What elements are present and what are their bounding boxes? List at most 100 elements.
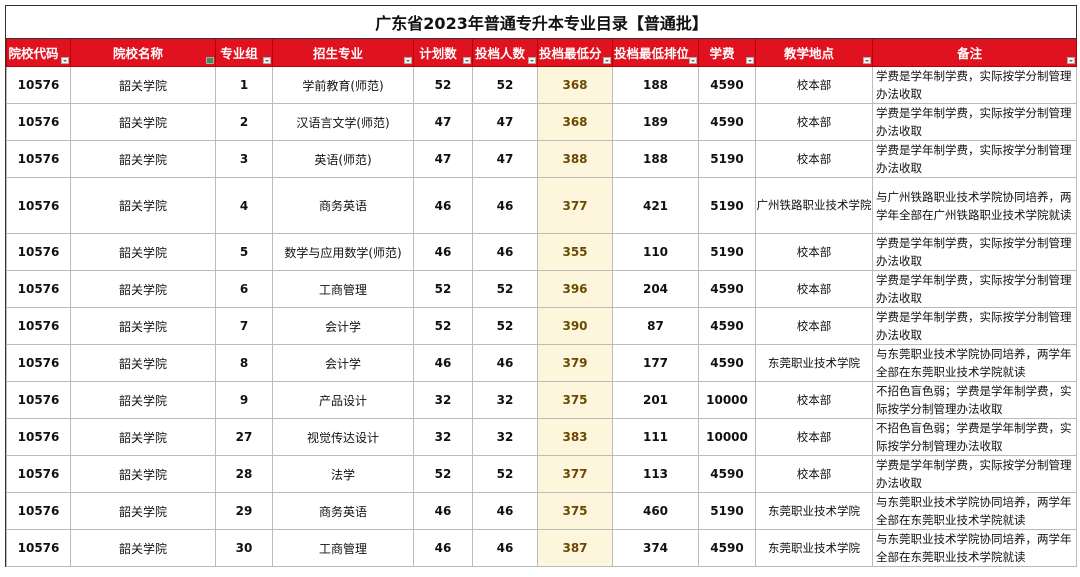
- cell-plan-count[interactable]: 46: [413, 177, 473, 234]
- cell-min-score[interactable]: 375: [537, 381, 613, 419]
- cell-school-name[interactable]: 韶关学院: [70, 177, 216, 234]
- cell-min-rank[interactable]: 460: [612, 492, 699, 530]
- cell-min-score[interactable]: 390: [537, 307, 613, 345]
- cell-min-score[interactable]: 375: [537, 492, 613, 530]
- cell-teaching-location[interactable]: 东莞职业技术学院: [755, 344, 873, 382]
- cell-school-code[interactable]: 10576: [6, 66, 71, 104]
- filter-dropdown-icon[interactable]: [689, 57, 697, 64]
- cell-teaching-location[interactable]: 东莞职业技术学院: [755, 492, 873, 530]
- cell-major-group[interactable]: 28: [215, 455, 273, 493]
- cell-remarks[interactable]: 学费是学年制学费，实际按学分制管理办法收取: [871, 307, 1078, 345]
- cell-admitted-count[interactable]: 46: [472, 344, 538, 382]
- cell-plan-count[interactable]: 46: [413, 344, 473, 382]
- cell-major-group[interactable]: 4: [215, 177, 273, 234]
- cell-tuition[interactable]: 4590: [698, 455, 756, 493]
- cell-plan-count[interactable]: 52: [413, 66, 473, 104]
- cell-admitted-count[interactable]: 46: [472, 492, 538, 530]
- cell-school-name[interactable]: 韶关学院: [70, 418, 216, 456]
- cell-school-code[interactable]: 10576: [6, 233, 71, 271]
- cell-remarks[interactable]: 与东莞职业技术学院协同培养，两学年全部在东莞职业技术学院就读: [871, 344, 1078, 382]
- column-header-plan-count[interactable]: 计划数: [413, 38, 473, 67]
- cell-major-group[interactable]: 29: [215, 492, 273, 530]
- cell-tuition[interactable]: 5190: [698, 177, 756, 234]
- cell-remarks[interactable]: 不招色盲色弱；学费是学年制学费，实际按学分制管理办法收取: [871, 418, 1078, 456]
- column-header-tuition[interactable]: 学费: [698, 38, 756, 67]
- cell-school-name[interactable]: 韶关学院: [70, 233, 216, 271]
- filter-dropdown-icon[interactable]: [263, 57, 271, 64]
- cell-plan-count[interactable]: 32: [413, 418, 473, 456]
- cell-admitted-count[interactable]: 52: [472, 270, 538, 308]
- cell-major-group[interactable]: 6: [215, 270, 273, 308]
- cell-teaching-location[interactable]: 校本部: [755, 455, 873, 493]
- cell-teaching-location[interactable]: 校本部: [755, 66, 873, 104]
- cell-remarks[interactable]: 与广州铁路职业技术学院协同培养，两学年全部在广州铁路职业技术学院就读: [871, 177, 1078, 234]
- filter-dropdown-icon[interactable]: [404, 57, 412, 64]
- column-header-admitted-count[interactable]: 投档人数: [472, 38, 538, 67]
- cell-plan-count[interactable]: 52: [413, 455, 473, 493]
- cell-admitted-count[interactable]: 52: [472, 66, 538, 104]
- cell-school-code[interactable]: 10576: [6, 140, 71, 178]
- cell-plan-count[interactable]: 46: [413, 492, 473, 530]
- cell-major-group[interactable]: 30: [215, 529, 273, 567]
- cell-school-name[interactable]: 韶关学院: [70, 307, 216, 345]
- filter-dropdown-icon[interactable]: [1067, 57, 1076, 64]
- cell-major[interactable]: 会计学: [272, 307, 414, 345]
- cell-remarks[interactable]: 学费是学年制学费，实际按学分制管理办法收取: [871, 233, 1078, 271]
- filter-dropdown-icon[interactable]: [528, 57, 536, 64]
- cell-min-score[interactable]: 368: [537, 66, 613, 104]
- column-header-major[interactable]: 招生专业: [272, 38, 414, 67]
- cell-remarks[interactable]: 学费是学年制学费，实际按学分制管理办法收取: [871, 270, 1078, 308]
- cell-teaching-location[interactable]: 校本部: [755, 270, 873, 308]
- cell-teaching-location[interactable]: 校本部: [755, 233, 873, 271]
- cell-major-group[interactable]: 7: [215, 307, 273, 345]
- column-header-remarks[interactable]: 备注: [871, 38, 1078, 67]
- cell-min-rank[interactable]: 177: [612, 344, 699, 382]
- filter-dropdown-icon[interactable]: [463, 57, 471, 64]
- cell-min-rank[interactable]: 204: [612, 270, 699, 308]
- cell-school-code[interactable]: 10576: [6, 307, 71, 345]
- cell-major-group[interactable]: 27: [215, 418, 273, 456]
- cell-school-name[interactable]: 韶关学院: [70, 66, 216, 104]
- cell-tuition[interactable]: 5190: [698, 492, 756, 530]
- cell-major[interactable]: 产品设计: [272, 381, 414, 419]
- cell-tuition[interactable]: 10000: [698, 418, 756, 456]
- filter-dropdown-icon[interactable]: [746, 57, 754, 64]
- cell-min-rank[interactable]: 189: [612, 103, 699, 141]
- cell-remarks[interactable]: 学费是学年制学费，实际按学分制管理办法收取: [871, 66, 1078, 104]
- cell-min-score[interactable]: 368: [537, 103, 613, 141]
- cell-major[interactable]: 工商管理: [272, 529, 414, 567]
- cell-major-group[interactable]: 1: [215, 66, 273, 104]
- cell-school-code[interactable]: 10576: [6, 455, 71, 493]
- cell-tuition[interactable]: 4590: [698, 66, 756, 104]
- cell-school-code[interactable]: 10576: [6, 529, 71, 567]
- cell-teaching-location[interactable]: 东莞职业技术学院: [755, 529, 873, 567]
- column-header-school-name[interactable]: 院校名称: [70, 38, 216, 67]
- cell-remarks[interactable]: 与东莞职业技术学院协同培养，两学年全部在东莞职业技术学院就读: [871, 529, 1078, 567]
- cell-min-score[interactable]: 377: [537, 177, 613, 234]
- cell-plan-count[interactable]: 52: [413, 307, 473, 345]
- cell-remarks[interactable]: 与东莞职业技术学院协同培养，两学年全部在东莞职业技术学院就读: [871, 492, 1078, 530]
- cell-min-rank[interactable]: 201: [612, 381, 699, 419]
- cell-teaching-location[interactable]: 校本部: [755, 103, 873, 141]
- cell-min-rank[interactable]: 421: [612, 177, 699, 234]
- cell-school-name[interactable]: 韶关学院: [70, 344, 216, 382]
- cell-plan-count[interactable]: 47: [413, 103, 473, 141]
- cell-teaching-location[interactable]: 校本部: [755, 307, 873, 345]
- cell-admitted-count[interactable]: 46: [472, 177, 538, 234]
- column-header-min-rank[interactable]: 投档最低排位: [612, 38, 699, 67]
- cell-school-code[interactable]: 10576: [6, 344, 71, 382]
- cell-major[interactable]: 工商管理: [272, 270, 414, 308]
- cell-plan-count[interactable]: 52: [413, 270, 473, 308]
- cell-school-code[interactable]: 10576: [6, 381, 71, 419]
- cell-school-name[interactable]: 韶关学院: [70, 270, 216, 308]
- cell-school-code[interactable]: 10576: [6, 492, 71, 530]
- cell-major-group[interactable]: 5: [215, 233, 273, 271]
- cell-major[interactable]: 商务英语: [272, 492, 414, 530]
- cell-min-score[interactable]: 379: [537, 344, 613, 382]
- cell-tuition[interactable]: 4590: [698, 103, 756, 141]
- cell-plan-count[interactable]: 32: [413, 381, 473, 419]
- cell-min-score[interactable]: 355: [537, 233, 613, 271]
- cell-school-code[interactable]: 10576: [6, 418, 71, 456]
- cell-min-score[interactable]: 388: [537, 140, 613, 178]
- cell-school-code[interactable]: 10576: [6, 270, 71, 308]
